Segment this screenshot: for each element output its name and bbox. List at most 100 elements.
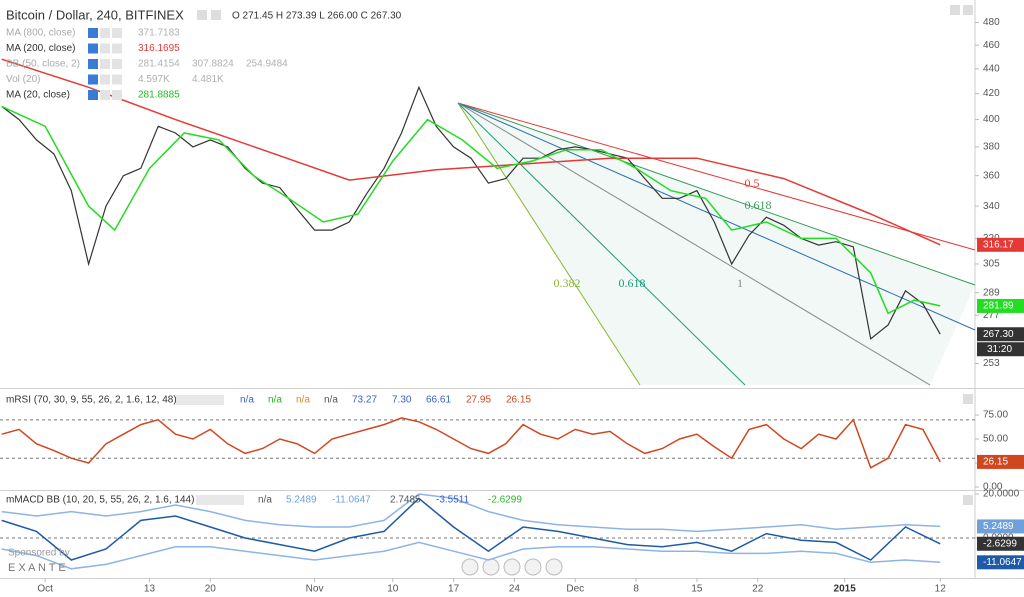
nav-button[interactable] [545,558,563,576]
study-icon [100,43,110,54]
x-tick-label: 17 [448,584,460,595]
button[interactable] [963,5,973,15]
price-label-box [977,555,1024,570]
x-tick-label: 22 [752,584,764,595]
x-tick-label: Oct [37,584,53,595]
chart-title: Bitcoin / Dollar, 240, BITFINEX [6,7,184,22]
price-label-box [977,298,1024,313]
study-value: 4.597K [138,74,170,85]
readout: 66.61 [426,395,451,406]
price-label: -2.6299 [983,538,1017,549]
y-tick-label: 289 [983,287,1000,298]
study-label: MA (20, close) [6,90,70,101]
fib-label: 0.618 [619,276,646,290]
y-tick-label: 50.00 [983,434,1008,445]
x-tick-label: 12 [935,584,947,595]
study-label: BB (50, close, 2) [6,59,80,70]
study-icon [88,90,98,100]
x-tick-label: 13 [144,584,156,595]
x-tick-label: 20 [205,584,217,595]
series-line [1,497,941,561]
y-tick-label: 75.00 [983,410,1008,421]
readout: 26.15 [506,395,531,406]
readout: n/a [258,495,272,506]
fan-line [457,102,976,286]
fan-line [457,102,976,331]
fan-fill [458,103,975,385]
study-icon [112,28,122,38]
y-tick-label: 340 [983,201,1000,212]
study-icon [112,43,122,54]
y-tick-label: 20.0000 [983,489,1020,500]
y-tick-label: 0.00 [983,482,1003,493]
nav-button[interactable] [461,558,479,576]
x-tick-label: 15 [691,584,703,595]
price-label: 316.17 [983,239,1014,250]
price-label-box [977,327,1024,342]
fan-line [457,102,746,386]
y-tick-label: 440 [983,63,1000,74]
readout: n/a [296,395,310,406]
study-icon [112,74,122,85]
price-label: -11.0647 [983,557,1022,568]
series-line [1,541,941,570]
pane-title: mMACD BB (10, 20, 5, 55, 26, 2, 1.6, 144… [6,495,194,506]
icon [211,10,221,20]
readout: -11.0647 [332,495,371,506]
pane-buttons[interactable] [950,5,973,505]
readout: -2.6299 [488,495,522,506]
study-icon [100,59,110,69]
study-icon [112,59,122,69]
button[interactable] [963,394,973,404]
icon [197,10,207,20]
readout: -3.5511 [436,495,470,506]
fib-label: 1 [737,276,743,290]
y-tick-label: 277 [983,310,1000,321]
study-value: 4.481K [192,74,224,85]
readout: 27.95 [466,395,491,406]
x-tick-label: 8 [633,584,639,595]
price-label: 267.30 [983,329,1014,340]
fib-label: 0.5 [745,176,760,190]
y-tick-label: 420 [983,88,1000,99]
readout: 2.7485 [390,495,421,506]
study-icon [88,59,98,69]
price-label: 26.15 [983,457,1008,468]
series-line [1,85,941,340]
readout: n/a [324,395,338,406]
x-tick-label: 10 [387,584,399,595]
y-tick-label: 400 [983,114,1000,125]
price-label-box [977,536,1024,551]
y-tick-label: 360 [983,170,1000,181]
study-icon [100,28,110,38]
study-value: 254.9484 [246,59,288,70]
button[interactable] [950,5,960,15]
fan-line [457,102,976,251]
fib-label: 0.618 [745,198,772,212]
study-value: 307.8824 [192,59,234,70]
study-label: MA (200, close) [6,43,75,54]
x-tick-label: 24 [509,584,521,595]
nav-button[interactable] [482,558,500,576]
price-label: 5.2489 [983,521,1014,532]
nav-button[interactable] [503,558,521,576]
study-value: 371.7183 [138,28,180,39]
y-tick-label: 253 [983,358,1000,369]
study-icon [100,90,110,100]
x-tick-label: Nov [306,584,324,595]
button[interactable] [963,495,973,505]
readout: 7.30 [392,395,412,406]
sponsor: Sponsored by [8,548,70,559]
nav-button[interactable] [524,558,542,576]
study-label: MA (800, close) [6,28,75,39]
icon [196,495,244,505]
y-tick-label: 305 [983,259,1000,270]
fan-line [457,102,641,386]
x-tick-label: 2015 [834,584,857,595]
icon [176,395,224,405]
study-icon [88,43,98,54]
fib-label: 0.382 [554,276,581,290]
fan-line [457,102,931,386]
study-icon [88,74,98,85]
